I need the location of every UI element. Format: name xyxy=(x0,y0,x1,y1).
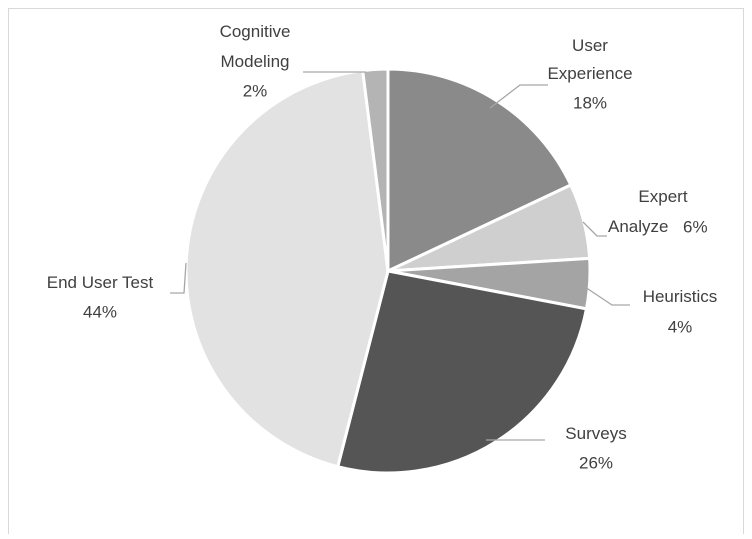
category-label-line: Cognitive xyxy=(220,22,291,41)
category-label-line: End User Test xyxy=(47,273,154,292)
value-label: 2% xyxy=(243,81,268,100)
leader-line xyxy=(489,84,548,109)
category-label-line: Heuristics xyxy=(643,287,718,306)
category-label-line: Expert xyxy=(638,187,687,206)
slice xyxy=(361,67,390,272)
category-label: Cognitive Modeling xyxy=(220,22,291,71)
category-label: Surveys xyxy=(565,424,626,443)
category-label-line: Modeling xyxy=(221,52,290,71)
value-label: 44% xyxy=(83,302,117,321)
category-label: Expert Analyze xyxy=(608,187,688,236)
value-label: 18% xyxy=(573,93,607,112)
leader-lines xyxy=(170,71,630,441)
slice xyxy=(386,67,573,274)
value-label: 26% xyxy=(579,453,613,472)
category-label: End User Test xyxy=(47,273,154,292)
category-label-line: Surveys xyxy=(565,424,626,443)
leader-line xyxy=(584,286,630,306)
category-label-line: Analyze xyxy=(608,217,668,236)
category-label-line: Experience xyxy=(547,64,632,83)
leader-line xyxy=(582,221,607,237)
slice xyxy=(335,269,589,475)
category-label: User Experience xyxy=(547,36,632,83)
category-label: Heuristics xyxy=(643,287,718,306)
leader-line xyxy=(170,262,187,294)
chart-border xyxy=(8,8,744,539)
slice xyxy=(184,68,390,469)
pie xyxy=(184,67,592,475)
category-label-line: User xyxy=(572,36,608,55)
value-label: 4% xyxy=(668,317,693,336)
value-label: 6% xyxy=(683,217,708,236)
